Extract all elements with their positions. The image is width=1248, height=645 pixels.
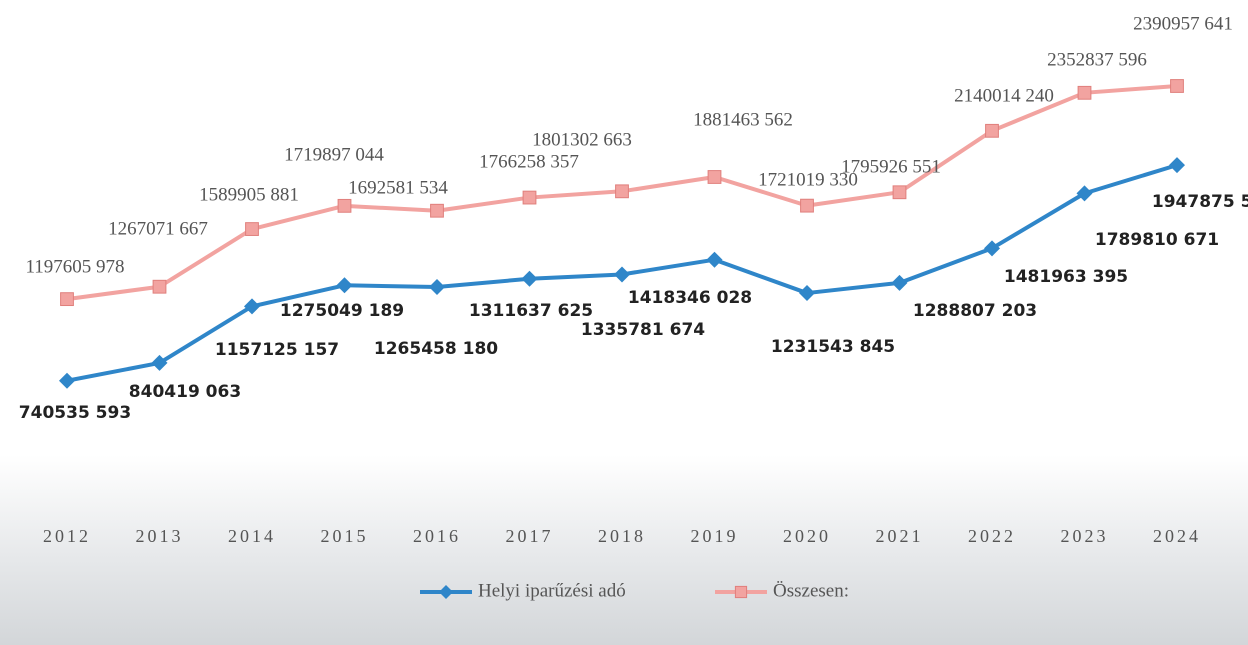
x-tick-label: 2013 — [136, 526, 184, 546]
data-label: 2390957 641 — [1133, 13, 1233, 34]
point — [1076, 185, 1093, 202]
point — [337, 198, 352, 213]
data-label: 1288807 203 — [913, 301, 1037, 321]
point — [706, 251, 723, 268]
point — [430, 203, 444, 218]
point — [336, 277, 353, 294]
x-tick-label: 2020 — [783, 526, 831, 546]
point — [984, 240, 1000, 257]
data-label: 840419 063 — [129, 382, 241, 402]
x-tick-label: 2023 — [1061, 526, 1109, 546]
data-label: 1481963 395 — [1004, 267, 1128, 287]
x-tick-label: 2015 — [321, 526, 369, 546]
x-tick-label: 2014 — [228, 526, 276, 546]
x-tick-label: 2021 — [876, 526, 924, 546]
data-label: 1947875 535 — [1152, 192, 1248, 212]
point — [59, 372, 75, 389]
data-label: 1275049 189 — [280, 301, 404, 321]
legend-label: Helyi iparűzési adó — [478, 580, 626, 601]
data-label: 1721019 330 — [758, 169, 858, 190]
point — [892, 185, 907, 200]
point — [152, 279, 167, 294]
point — [60, 292, 74, 307]
data-label: 1418346 028 — [628, 288, 752, 308]
point — [522, 190, 537, 205]
x-tick-label: 2017 — [506, 526, 554, 546]
point — [891, 274, 908, 291]
point — [244, 298, 260, 315]
point — [615, 184, 629, 199]
x-tick-label: 2016 — [413, 526, 461, 546]
background — [0, 455, 1248, 645]
x-tick-label: 2022 — [968, 526, 1016, 546]
point — [614, 266, 630, 283]
data-label: 1311637 625 — [469, 301, 593, 321]
data-label: 1197605 978 — [25, 256, 124, 277]
x-tick-label: 2024 — [1153, 526, 1201, 546]
point — [245, 222, 259, 236]
data-label: 1692581 534 — [348, 177, 448, 198]
point — [799, 285, 815, 302]
point — [800, 198, 814, 213]
point — [151, 354, 168, 371]
point — [521, 270, 538, 287]
point — [1169, 157, 1185, 174]
point — [1077, 85, 1092, 100]
x-tick-label: 2018 — [598, 526, 646, 546]
data-label: 1335781 674 — [581, 320, 705, 340]
point — [439, 585, 453, 599]
data-label: 1881463 562 — [693, 109, 793, 130]
point — [429, 279, 445, 296]
legend-label: Összesen: — [773, 580, 849, 601]
data-label: 1231543 845 — [771, 337, 895, 357]
point — [1170, 79, 1184, 93]
data-label: 1157125 157 — [215, 340, 339, 360]
data-label: 1589905 881 — [199, 184, 299, 205]
data-label: 1265458 180 — [374, 339, 498, 359]
data-label: 1801302 663 — [532, 129, 632, 150]
point — [707, 170, 722, 184]
x-tick-label: 2019 — [691, 526, 739, 546]
data-label: 1795926 551 — [841, 156, 941, 177]
data-label: 2140014 240 — [954, 85, 1054, 106]
data-label: 1719897 044 — [284, 144, 384, 165]
x-tick-label: 2012 — [43, 526, 91, 546]
data-label: 1766258 357 — [479, 151, 579, 172]
point — [734, 585, 748, 599]
data-label: 740535 593 — [19, 403, 131, 423]
data-label: 1789810 671 — [1095, 230, 1219, 250]
point — [985, 123, 999, 138]
data-label: 1267071 667 — [108, 218, 208, 239]
data-label: 2352837 596 — [1047, 49, 1147, 70]
